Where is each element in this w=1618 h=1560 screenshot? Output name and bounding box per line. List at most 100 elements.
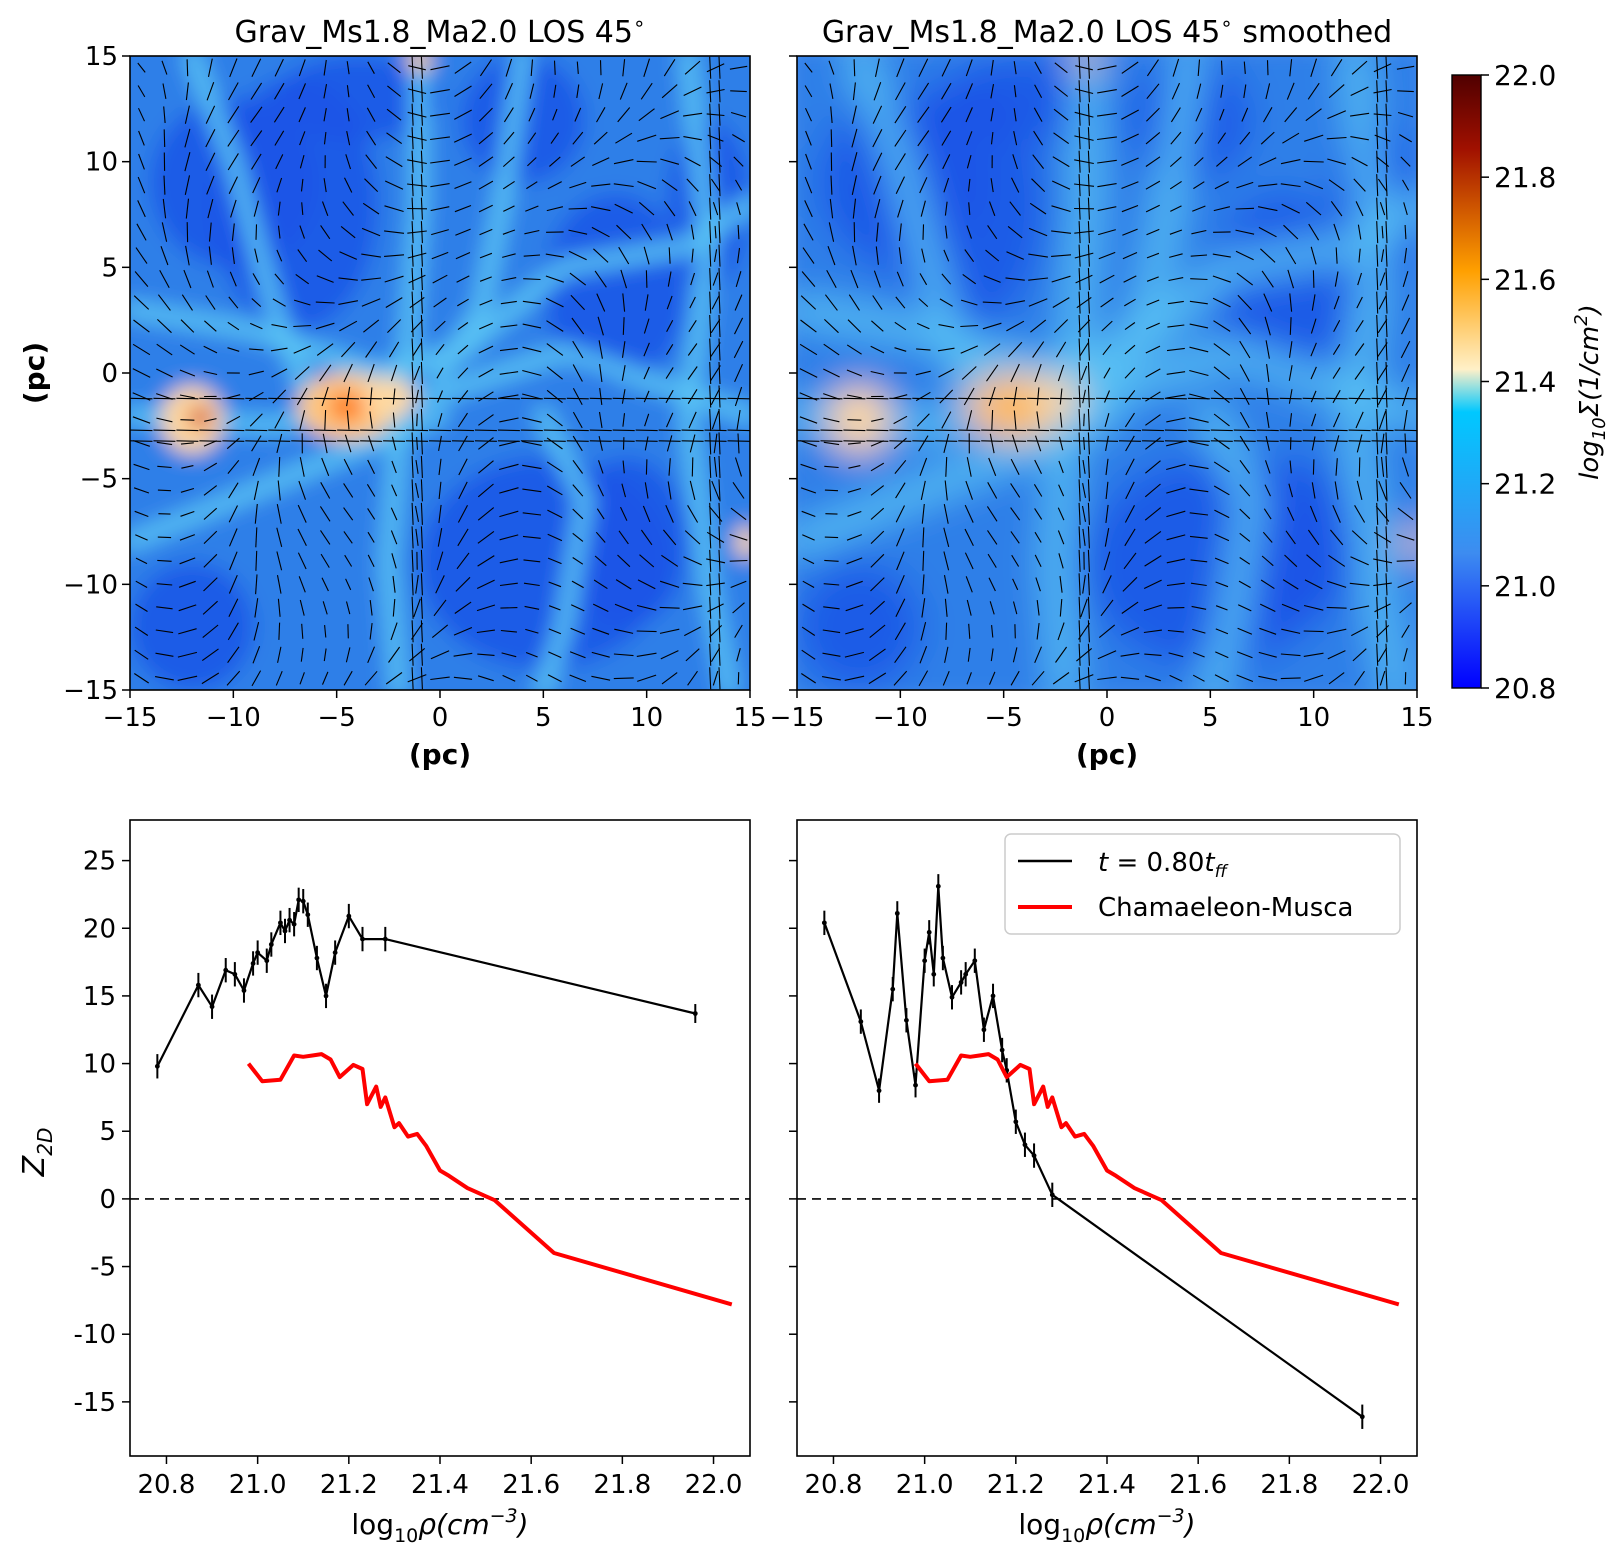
field-vector bbox=[339, 320, 358, 332]
field-vector bbox=[1325, 397, 1348, 400]
field-vector bbox=[1196, 83, 1202, 99]
field-vector bbox=[1034, 363, 1042, 383]
field-vector bbox=[1144, 483, 1161, 498]
field-vector bbox=[1379, 272, 1386, 286]
field-vector bbox=[1103, 367, 1111, 379]
field-vector bbox=[805, 130, 812, 146]
field-vector bbox=[253, 480, 259, 501]
field-vector bbox=[889, 440, 912, 442]
field-vector bbox=[1032, 341, 1045, 358]
field-vector bbox=[736, 648, 741, 662]
field-vector bbox=[1013, 386, 1018, 407]
field-vector bbox=[1105, 481, 1109, 500]
field-vector bbox=[430, 650, 450, 660]
field-vector bbox=[226, 437, 240, 450]
colorbar-tick-label: 21.6 bbox=[1494, 263, 1556, 296]
field-vector bbox=[1078, 432, 1081, 455]
field-vector bbox=[852, 82, 856, 101]
field-vector bbox=[591, 226, 610, 238]
field-vector bbox=[457, 322, 469, 331]
y-tick-label: 15 bbox=[85, 42, 118, 72]
field-vector bbox=[345, 578, 352, 591]
data-point bbox=[963, 971, 969, 977]
field-vector bbox=[1146, 299, 1160, 306]
field-vector bbox=[1143, 629, 1162, 634]
field-vector bbox=[553, 84, 557, 98]
field-low-density-region bbox=[274, 56, 440, 141]
field-vector bbox=[1256, 429, 1279, 432]
field-vector bbox=[944, 598, 948, 617]
field-vector bbox=[479, 83, 493, 100]
x-tick-label: 15 bbox=[1400, 703, 1433, 733]
field-vector bbox=[455, 251, 471, 260]
field-vector bbox=[1103, 390, 1111, 403]
data-point bbox=[922, 958, 928, 964]
z2d-xlabel-smoothed: log10ρ(cm−3) bbox=[1018, 1505, 1195, 1547]
field-vector bbox=[420, 667, 423, 690]
field-vector bbox=[1097, 65, 1117, 71]
field-vector bbox=[1105, 435, 1109, 452]
field-vector bbox=[411, 667, 414, 690]
field-vector bbox=[1188, 417, 1209, 423]
field-vector bbox=[1302, 429, 1325, 432]
field-vector bbox=[1118, 440, 1141, 442]
field-vector bbox=[614, 628, 634, 634]
field-vector bbox=[499, 534, 519, 541]
field-vector bbox=[157, 294, 171, 311]
field-vector bbox=[622, 59, 626, 77]
field-vector bbox=[915, 391, 931, 402]
field-vector bbox=[663, 200, 676, 217]
field-vector bbox=[987, 482, 998, 499]
field-vector bbox=[384, 275, 404, 283]
field-vector bbox=[180, 487, 195, 493]
field-vector bbox=[893, 415, 908, 425]
field-vector bbox=[1074, 111, 1094, 118]
field-vector bbox=[1379, 670, 1386, 686]
field-vector bbox=[622, 317, 625, 335]
field-vector bbox=[981, 397, 1004, 400]
field-vector bbox=[1005, 277, 1025, 281]
field-vector bbox=[1214, 557, 1229, 565]
field-vector bbox=[1034, 84, 1043, 98]
field-vector bbox=[199, 397, 222, 400]
field-vector bbox=[1327, 110, 1347, 120]
field-vector bbox=[709, 408, 712, 431]
field-vector bbox=[205, 152, 216, 171]
field-vector bbox=[1263, 107, 1273, 123]
field-vector bbox=[1027, 440, 1050, 442]
field-vector bbox=[662, 529, 677, 546]
field-vector bbox=[411, 620, 414, 643]
field-vector bbox=[299, 457, 305, 477]
field-vector bbox=[915, 370, 931, 376]
field-vector bbox=[478, 204, 493, 213]
field-vector bbox=[944, 201, 948, 216]
field-vector bbox=[1332, 412, 1341, 428]
field-vector bbox=[227, 106, 240, 124]
field-vector bbox=[1285, 530, 1296, 545]
field-vector bbox=[298, 576, 306, 593]
field-vector bbox=[1078, 174, 1081, 197]
field-vector bbox=[622, 293, 626, 312]
field-vector bbox=[635, 397, 658, 400]
field-vector bbox=[1311, 482, 1316, 499]
field-vector bbox=[184, 128, 191, 148]
field-vector bbox=[391, 436, 397, 451]
field-vector bbox=[1078, 385, 1081, 408]
field-vector bbox=[250, 82, 263, 100]
field-vector bbox=[1099, 274, 1115, 284]
field-vector bbox=[1401, 457, 1410, 477]
field-vector bbox=[420, 596, 423, 619]
field-vector bbox=[499, 463, 519, 471]
field-vector bbox=[919, 646, 928, 664]
field-vector bbox=[917, 82, 930, 100]
field-vector bbox=[163, 106, 166, 124]
field-vector bbox=[1376, 479, 1379, 502]
field-vector bbox=[637, 134, 657, 142]
field-vector bbox=[871, 418, 884, 422]
field-vector bbox=[1122, 576, 1138, 592]
field-vector bbox=[569, 674, 587, 683]
field-vector bbox=[566, 440, 589, 442]
field-vector bbox=[1213, 343, 1231, 356]
field-vector bbox=[1102, 343, 1112, 356]
